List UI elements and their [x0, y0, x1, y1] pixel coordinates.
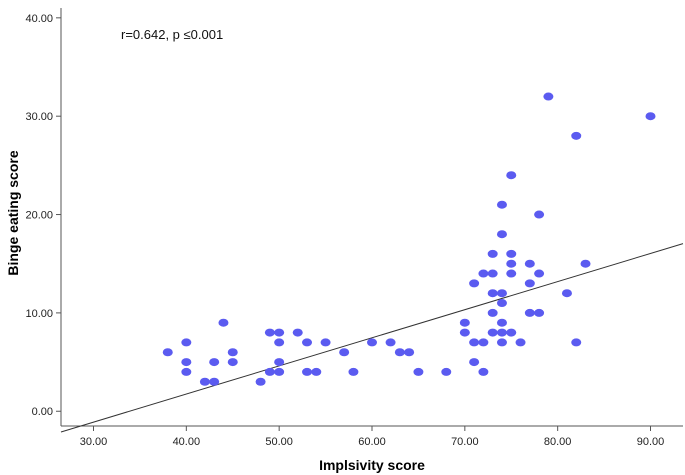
data-point: [469, 338, 480, 347]
data-point: [580, 259, 591, 268]
data-point: [227, 348, 238, 357]
data-point: [255, 377, 266, 386]
data-point: [274, 358, 285, 367]
x-tick-label: 40.00: [173, 436, 201, 448]
y-tick-label: 20.00: [25, 210, 53, 222]
data-point: [302, 367, 313, 376]
data-point: [394, 348, 405, 357]
data-point: [404, 348, 415, 357]
correlation-annotation: r=0.642, p ≤0.001: [121, 27, 223, 42]
data-point: [487, 328, 498, 337]
data-point: [264, 367, 275, 376]
data-point: [506, 249, 517, 258]
data-point: [534, 308, 545, 317]
data-point: [199, 377, 210, 386]
data-point: [162, 348, 173, 357]
data-points: [162, 92, 656, 386]
x-tick-label: 60.00: [358, 436, 386, 448]
x-axis-ticks: 30.00 40.00 50.00 60.00 70.00 80.00 90.00: [80, 426, 665, 448]
y-tick-label: 40.00: [25, 13, 53, 25]
data-point: [181, 358, 192, 367]
plot-area: 30.00 40.00 50.00 60.00 70.00 80.00 90.00 0.00…: [25, 8, 684, 448]
data-point: [645, 112, 656, 121]
x-tick-label: 30.00: [80, 436, 108, 448]
x-tick-label: 90.00: [637, 436, 665, 448]
data-point: [496, 230, 507, 239]
data-point: [496, 289, 507, 298]
data-point: [264, 328, 275, 337]
data-point: [506, 171, 517, 180]
data-point: [496, 299, 507, 308]
data-point: [496, 318, 507, 327]
data-point: [469, 358, 480, 367]
data-point: [506, 259, 517, 268]
data-point: [292, 328, 303, 337]
y-axis-ticks: 0.00 10.00 20.00 30.00 40.00: [25, 13, 61, 418]
data-point: [534, 269, 545, 278]
regression-line: [60, 243, 684, 433]
data-point: [478, 367, 489, 376]
data-point: [274, 367, 285, 376]
data-point: [524, 259, 535, 268]
data-point: [385, 338, 396, 347]
data-point: [571, 338, 582, 347]
data-point: [496, 338, 507, 347]
data-point: [561, 289, 572, 298]
data-point: [274, 338, 285, 347]
x-tick-label: 80.00: [544, 436, 572, 448]
data-point: [524, 279, 535, 288]
data-point: [571, 131, 582, 140]
data-point: [320, 338, 331, 347]
y-tick-label: 30.00: [25, 111, 53, 123]
data-point: [487, 289, 498, 298]
data-point: [413, 367, 424, 376]
data-point: [459, 318, 470, 327]
data-point: [181, 367, 192, 376]
data-point: [209, 358, 220, 367]
x-tick-label: 70.00: [451, 436, 479, 448]
data-point: [524, 308, 535, 317]
data-point: [339, 348, 350, 357]
data-point: [181, 338, 192, 347]
data-point: [515, 338, 526, 347]
data-point: [506, 269, 517, 278]
data-point: [534, 210, 545, 219]
data-point: [478, 338, 489, 347]
data-point: [227, 358, 238, 367]
data-point: [506, 328, 517, 337]
x-axis-title: Implsivity score: [319, 457, 425, 473]
data-point: [311, 367, 322, 376]
data-point: [274, 328, 285, 337]
data-point: [487, 269, 498, 278]
data-point: [441, 367, 452, 376]
data-point: [496, 200, 507, 209]
x-tick-label: 50.00: [265, 436, 293, 448]
data-point: [459, 328, 470, 337]
data-point: [543, 92, 554, 101]
data-point: [478, 269, 489, 278]
data-point: [487, 249, 498, 258]
y-tick-label: 0.00: [32, 406, 53, 418]
data-point: [367, 338, 377, 347]
data-point: [348, 367, 359, 376]
data-point: [496, 328, 507, 337]
y-tick-label: 10.00: [25, 308, 53, 320]
data-point: [469, 279, 480, 288]
data-point: [302, 338, 313, 347]
data-point: [209, 377, 220, 386]
data-point: [218, 318, 229, 327]
data-point: [487, 308, 498, 317]
y-axis-title: Binge eating score: [5, 150, 21, 275]
